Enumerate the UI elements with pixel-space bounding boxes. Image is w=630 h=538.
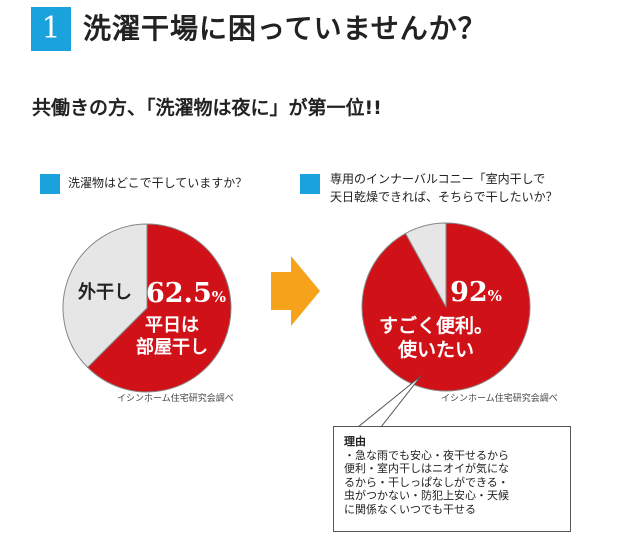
reason-line: るから・干しっぱなしができる・: [344, 475, 509, 489]
reason-line: ・急な雨でも安心・夜干せるから: [344, 448, 509, 462]
reason-line: 便利・室内干しはニオイが気にな: [344, 462, 509, 475]
question-marker-right: [300, 174, 320, 194]
pie-slice: [86, 223, 232, 393]
pie-slice: [404, 222, 447, 308]
arrow-right-icon: [271, 256, 320, 326]
slice-caption: すごく便利。: [379, 314, 493, 337]
slice-caption-secondary: 外干し: [78, 281, 132, 303]
survey-source-left: イシンホーム住宅研究会調べ: [117, 394, 234, 404]
question-right-line-1: 専用のインナーバルコニー「室内干しで: [330, 172, 546, 186]
pie-slice: [62, 223, 148, 369]
slice-caption: 平日は: [145, 315, 199, 336]
question-left: 洗濯物はどこで干していますか？: [68, 176, 248, 190]
slice-caption: 使いたい: [397, 339, 474, 361]
slice-value-label: 62.5%: [146, 278, 226, 309]
question-marker-left: [40, 174, 60, 194]
reason-line: に関係なくいつでも干せる: [344, 502, 476, 516]
slice-caption: 部屋干し: [136, 336, 208, 358]
slice-value-label: 92%: [450, 277, 502, 308]
reason-line: 虫がつかない・防犯上安心・天候: [344, 489, 509, 502]
section-number-badge: 1: [31, 7, 71, 51]
question-right-line-2: 天日乾燥できれば、そちらで干したいか？: [330, 190, 558, 204]
reasons-callout: 理由 ・急な雨でも安心・夜干せるから 便利・室内干しはニオイが気にな るから・干…: [333, 426, 571, 532]
pie-chart-right: 92% すごく便利。使いたい: [361, 222, 531, 392]
callout-pointer: [356, 375, 422, 428]
reasons-title: 理由: [344, 435, 366, 448]
page-title: 洗濯干場に困っていませんか？: [83, 12, 487, 45]
page-subtitle: 共働きの方、「洗濯物は夜に」が第一位!!: [32, 97, 382, 119]
survey-source-right: イシンホーム住宅研究会調べ: [441, 394, 558, 404]
